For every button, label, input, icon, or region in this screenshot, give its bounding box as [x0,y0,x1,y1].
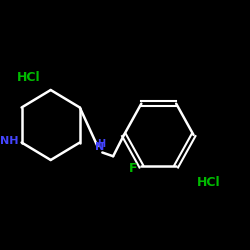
Text: HCl: HCl [17,71,41,84]
Text: NH: NH [0,136,18,146]
Text: H: H [97,139,105,149]
Text: N: N [94,142,104,152]
Text: F: F [129,162,137,175]
Text: HCl: HCl [197,176,221,189]
